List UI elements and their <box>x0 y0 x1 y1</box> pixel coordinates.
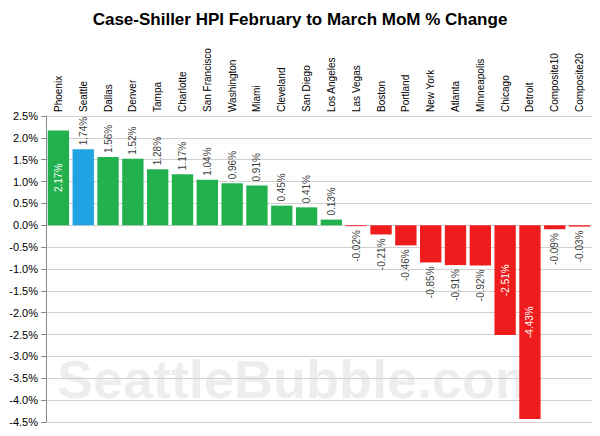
svg-text:1.5%: 1.5% <box>13 154 38 166</box>
svg-text:Washington: Washington <box>227 60 238 112</box>
svg-text:0.41%: 0.41% <box>301 175 312 203</box>
svg-text:-0.46%: -0.46% <box>400 249 411 281</box>
svg-text:Detroit: Detroit <box>524 82 535 112</box>
svg-text:-4.43%: -4.43% <box>524 306 535 338</box>
svg-text:Case-Shiller HPI February to M: Case-Shiller HPI February to March MoM %… <box>93 10 508 29</box>
svg-text:1.52%: 1.52% <box>127 126 138 154</box>
svg-text:Boston: Boston <box>376 81 387 112</box>
svg-text:1.0%: 1.0% <box>13 176 38 188</box>
svg-text:Portland: Portland <box>400 75 411 112</box>
svg-text:0.45%: 0.45% <box>276 173 287 201</box>
svg-text:-0.09%: -0.09% <box>549 233 560 265</box>
svg-text:2.0%: 2.0% <box>13 132 38 144</box>
svg-text:-0.92%: -0.92% <box>475 269 486 301</box>
svg-text:Los Angeles: Los Angeles <box>326 58 337 113</box>
svg-text:-2.51%: -2.51% <box>500 264 511 296</box>
svg-text:San Diego: San Diego <box>301 65 312 112</box>
svg-text:San Francisco: San Francisco <box>202 48 213 112</box>
svg-text:2.5%: 2.5% <box>13 110 38 122</box>
svg-text:0.13%: 0.13% <box>326 187 337 215</box>
svg-text:Dallas: Dallas <box>103 84 114 112</box>
svg-text:Atlanta: Atlanta <box>450 80 461 112</box>
svg-text:1.28%: 1.28% <box>152 137 163 165</box>
svg-text:-0.02%: -0.02% <box>351 230 362 262</box>
svg-text:-0.5%: -0.5% <box>9 241 38 253</box>
svg-text:Charlotte: Charlotte <box>177 71 188 112</box>
svg-text:Denver: Denver <box>127 79 138 112</box>
svg-text:-4.5%: -4.5% <box>9 416 38 428</box>
svg-text:-1.0%: -1.0% <box>9 263 38 275</box>
svg-text:Chicago: Chicago <box>500 75 511 112</box>
svg-text:New York: New York <box>425 69 436 112</box>
svg-text:-4.0%: -4.0% <box>9 394 38 406</box>
svg-text:1.04%: 1.04% <box>202 147 213 175</box>
svg-text:0.0%: 0.0% <box>13 219 38 231</box>
svg-text:-0.03%: -0.03% <box>574 230 585 262</box>
svg-text:2.17%: 2.17% <box>53 164 64 192</box>
svg-text:0.5%: 0.5% <box>13 197 38 209</box>
svg-text:-1.5%: -1.5% <box>9 285 38 297</box>
svg-text:Composite20: Composite20 <box>574 53 585 112</box>
svg-text:Cleveland: Cleveland <box>276 68 287 112</box>
svg-text:Seattle: Seattle <box>78 80 89 112</box>
svg-text:Phoenix: Phoenix <box>53 76 64 112</box>
svg-text:Tampa: Tampa <box>152 82 163 112</box>
svg-text:Minneapolis: Minneapolis <box>475 59 486 112</box>
svg-text:-3.5%: -3.5% <box>9 372 38 384</box>
svg-text:Miami: Miami <box>251 85 262 112</box>
svg-text:-0.91%: -0.91% <box>450 269 461 301</box>
svg-text:1.17%: 1.17% <box>177 142 188 170</box>
svg-text:-2.5%: -2.5% <box>9 329 38 341</box>
svg-text:0.96%: 0.96% <box>227 151 238 179</box>
svg-text:Composite10: Composite10 <box>549 53 560 112</box>
svg-text:-0.21%: -0.21% <box>376 238 387 270</box>
svg-text:-2.0%: -2.0% <box>9 307 38 319</box>
svg-text:0.91%: 0.91% <box>251 153 262 181</box>
svg-text:1.74%: 1.74% <box>78 117 89 145</box>
svg-text:Las Vegas: Las Vegas <box>351 65 362 112</box>
svg-text:-0.85%: -0.85% <box>425 266 436 298</box>
svg-text:1.56%: 1.56% <box>103 125 114 153</box>
svg-text:-3.0%: -3.0% <box>9 350 38 362</box>
